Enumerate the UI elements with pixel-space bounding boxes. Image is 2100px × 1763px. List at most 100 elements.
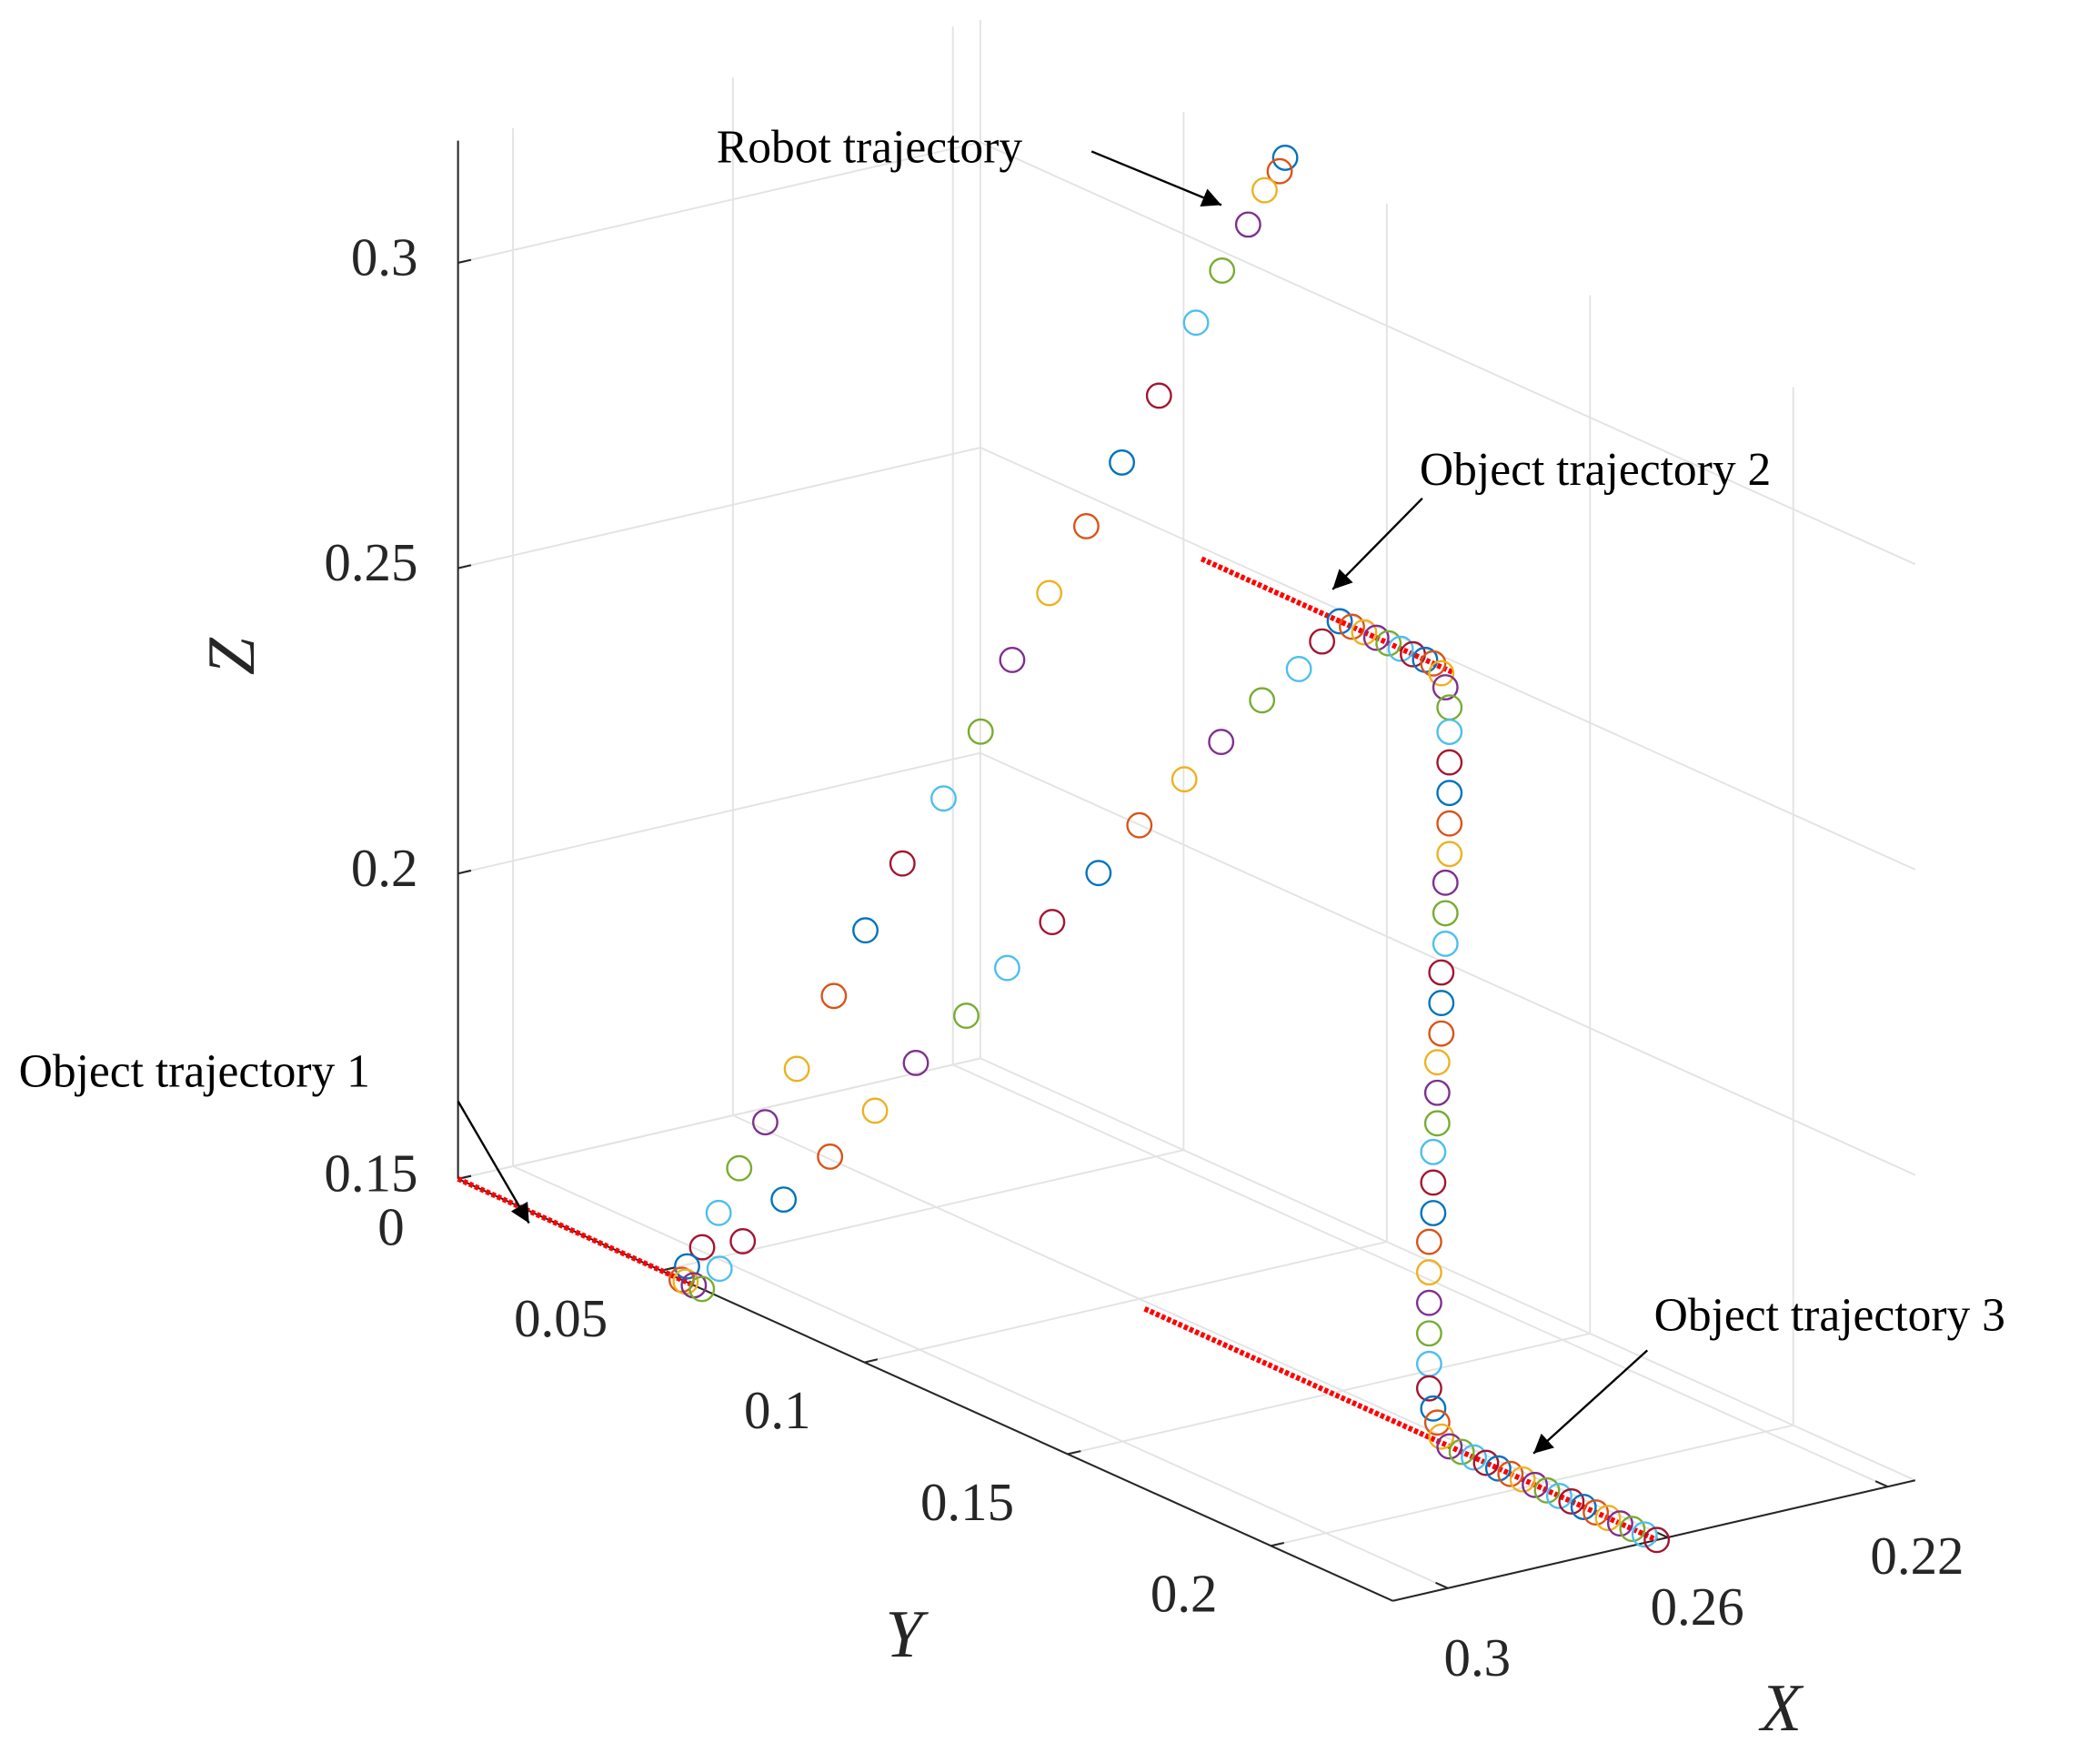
x-tick-label: 0.22 bbox=[1870, 1526, 1964, 1586]
robot-point bbox=[1415, 1375, 1442, 1402]
robot-point bbox=[817, 1143, 844, 1170]
grid-line bbox=[457, 141, 981, 264]
z-axis-label: Z bbox=[194, 637, 268, 675]
robot-point bbox=[1375, 630, 1402, 657]
annotation: Object trajectory 3 bbox=[1654, 1289, 2005, 1341]
robot-point bbox=[1234, 211, 1261, 238]
robot-point bbox=[1415, 1289, 1442, 1316]
robot-point bbox=[1594, 1505, 1622, 1532]
robot-point bbox=[770, 1186, 798, 1214]
robot-point bbox=[1271, 144, 1299, 171]
grid-line bbox=[457, 1057, 981, 1180]
robot-point bbox=[1436, 841, 1463, 868]
robot-point bbox=[1339, 613, 1365, 640]
grid-line bbox=[952, 1063, 1888, 1488]
object-lines bbox=[457, 556, 1658, 1543]
robot-point bbox=[751, 1109, 779, 1136]
grid-line bbox=[980, 447, 1916, 871]
robot-point bbox=[1362, 624, 1390, 651]
robot-point bbox=[1423, 1079, 1451, 1106]
y-tick bbox=[1067, 1450, 1081, 1456]
robot-point bbox=[1461, 1444, 1487, 1471]
robot-point bbox=[1428, 1423, 1455, 1450]
robot-point bbox=[1497, 1460, 1524, 1487]
robot-point bbox=[1428, 959, 1455, 986]
robot-point bbox=[706, 1255, 733, 1283]
robot-point bbox=[1251, 176, 1278, 204]
z-tick-label: 0.3 bbox=[351, 227, 418, 287]
annotation: Object trajectory 2 bbox=[1420, 444, 1771, 496]
grid-line bbox=[512, 1165, 1449, 1589]
z-tick-label: 0.25 bbox=[324, 533, 417, 592]
grid-line bbox=[457, 751, 981, 875]
robot-point bbox=[1448, 1438, 1475, 1466]
robot-point bbox=[1428, 660, 1455, 687]
object-trajectory bbox=[1143, 1306, 1658, 1543]
grid-line bbox=[980, 1057, 1916, 1482]
robot-point bbox=[1415, 1259, 1442, 1286]
robot-point bbox=[1326, 608, 1353, 635]
robot-point bbox=[999, 647, 1026, 673]
robot-point bbox=[1432, 931, 1459, 957]
robot-point bbox=[1036, 579, 1063, 607]
robot-point bbox=[852, 917, 879, 944]
robot-point bbox=[1285, 655, 1312, 682]
robot-point bbox=[930, 785, 957, 812]
robot-point bbox=[1436, 1433, 1463, 1460]
robot-point bbox=[783, 1055, 810, 1083]
y-axis-label: Y bbox=[886, 1597, 929, 1671]
robot-point bbox=[994, 954, 1020, 982]
robot-point bbox=[1607, 1510, 1633, 1537]
robot-point bbox=[1619, 1516, 1646, 1543]
robot-point bbox=[1145, 382, 1172, 409]
robot-point bbox=[1171, 766, 1198, 793]
robot-point bbox=[902, 1050, 929, 1076]
z-tick-label: 0.15 bbox=[324, 1143, 417, 1203]
object-trajectory bbox=[1200, 556, 1455, 676]
robot-point bbox=[1420, 1138, 1447, 1165]
robot-point bbox=[953, 1002, 980, 1029]
y-axis bbox=[457, 1177, 1393, 1602]
grid-line bbox=[732, 1114, 1669, 1538]
robot-point bbox=[1428, 990, 1455, 1016]
grid-line bbox=[660, 1149, 1184, 1272]
robot-point bbox=[1420, 650, 1447, 677]
robot-point bbox=[1545, 1482, 1572, 1509]
robot-point bbox=[726, 1154, 753, 1182]
robot-point bbox=[1085, 860, 1112, 887]
y-tick bbox=[1271, 1541, 1284, 1547]
annotation-arrow bbox=[1532, 1349, 1649, 1455]
axes: 0.15 0.2 0.25 0.3 0 0.05 0.1 0.15 0.2 0.22 0.26 0.3 bbox=[324, 140, 1964, 1687]
robot-point bbox=[889, 850, 916, 877]
robot-point bbox=[688, 1234, 716, 1261]
annotations: Robot trajectory Object trajectory 2 Obj… bbox=[19, 121, 2005, 1455]
grid-line bbox=[980, 141, 1916, 566]
grid-line bbox=[457, 447, 981, 569]
robot-point bbox=[674, 1253, 700, 1280]
annotation-arrow bbox=[1331, 498, 1423, 590]
x-tick bbox=[1874, 1480, 1888, 1488]
robot-point bbox=[1432, 900, 1459, 927]
robot-point bbox=[1109, 448, 1136, 476]
robot-point bbox=[1570, 1494, 1597, 1520]
annotation-arrow bbox=[1090, 150, 1222, 207]
robot-point bbox=[1643, 1526, 1671, 1554]
grid-line bbox=[980, 751, 1916, 1176]
robot-point bbox=[705, 1199, 732, 1226]
robot-points bbox=[668, 144, 1671, 1554]
robot-point bbox=[1533, 1476, 1561, 1504]
robot-point bbox=[688, 1275, 716, 1303]
grid bbox=[457, 20, 1916, 1589]
y-tick-label: 0.05 bbox=[514, 1289, 608, 1348]
x-tick-label: 0.3 bbox=[1444, 1628, 1512, 1687]
z-tick bbox=[457, 564, 472, 569]
robot-point bbox=[1436, 780, 1463, 807]
robot-point bbox=[1209, 257, 1236, 284]
z-tick bbox=[457, 258, 472, 264]
robot-point bbox=[1428, 1020, 1455, 1047]
grid-line bbox=[864, 1241, 1388, 1364]
robot-point bbox=[1039, 909, 1066, 936]
robot-point bbox=[820, 982, 848, 1010]
robot-point bbox=[1126, 811, 1153, 839]
